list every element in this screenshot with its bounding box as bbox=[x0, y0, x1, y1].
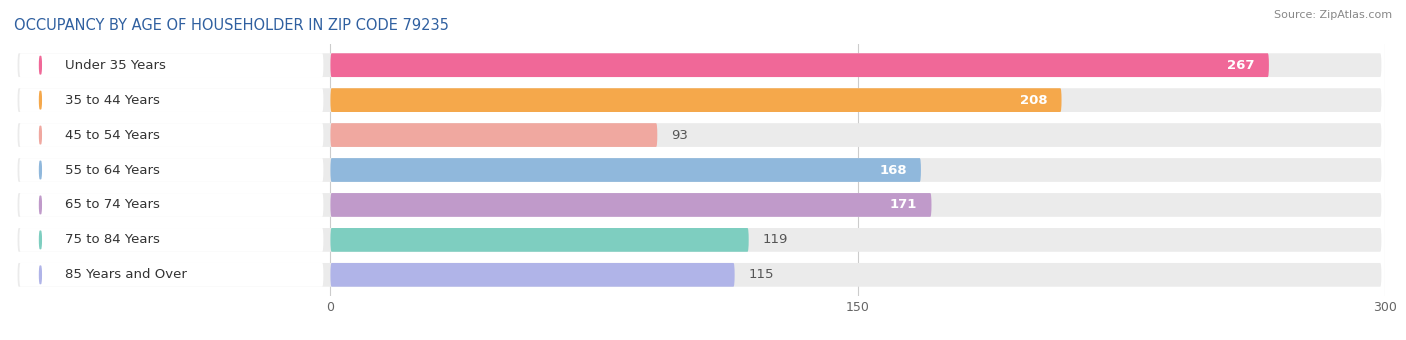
FancyBboxPatch shape bbox=[330, 53, 1270, 77]
Text: 115: 115 bbox=[749, 268, 775, 281]
Circle shape bbox=[39, 231, 41, 249]
Text: Source: ZipAtlas.com: Source: ZipAtlas.com bbox=[1274, 10, 1392, 20]
FancyBboxPatch shape bbox=[20, 228, 323, 252]
Text: 75 to 84 Years: 75 to 84 Years bbox=[65, 233, 160, 246]
FancyBboxPatch shape bbox=[17, 53, 1382, 77]
FancyBboxPatch shape bbox=[330, 193, 932, 217]
Circle shape bbox=[39, 56, 41, 74]
FancyBboxPatch shape bbox=[17, 228, 1382, 252]
FancyBboxPatch shape bbox=[20, 263, 323, 287]
Text: 45 to 54 Years: 45 to 54 Years bbox=[65, 129, 160, 141]
Text: 85 Years and Over: 85 Years and Over bbox=[65, 268, 187, 281]
Circle shape bbox=[39, 91, 41, 109]
FancyBboxPatch shape bbox=[17, 193, 1382, 217]
Text: 35 to 44 Years: 35 to 44 Years bbox=[65, 94, 160, 107]
FancyBboxPatch shape bbox=[20, 88, 323, 112]
FancyBboxPatch shape bbox=[20, 193, 323, 217]
FancyBboxPatch shape bbox=[17, 123, 1382, 147]
Text: 93: 93 bbox=[672, 129, 689, 141]
Circle shape bbox=[39, 266, 41, 284]
Text: 208: 208 bbox=[1019, 94, 1047, 107]
Circle shape bbox=[39, 126, 41, 144]
Text: 168: 168 bbox=[879, 164, 907, 176]
FancyBboxPatch shape bbox=[17, 263, 1382, 287]
FancyBboxPatch shape bbox=[20, 123, 323, 147]
FancyBboxPatch shape bbox=[330, 123, 658, 147]
FancyBboxPatch shape bbox=[17, 88, 1382, 112]
Text: Under 35 Years: Under 35 Years bbox=[65, 59, 166, 72]
FancyBboxPatch shape bbox=[20, 158, 323, 182]
Text: 55 to 64 Years: 55 to 64 Years bbox=[65, 164, 160, 176]
FancyBboxPatch shape bbox=[330, 88, 1062, 112]
FancyBboxPatch shape bbox=[330, 158, 921, 182]
Text: 267: 267 bbox=[1227, 59, 1256, 72]
Text: 65 to 74 Years: 65 to 74 Years bbox=[65, 199, 160, 211]
FancyBboxPatch shape bbox=[330, 263, 735, 287]
Circle shape bbox=[39, 196, 41, 214]
Text: OCCUPANCY BY AGE OF HOUSEHOLDER IN ZIP CODE 79235: OCCUPANCY BY AGE OF HOUSEHOLDER IN ZIP C… bbox=[14, 18, 449, 33]
Text: 119: 119 bbox=[763, 233, 789, 246]
Circle shape bbox=[39, 161, 41, 179]
FancyBboxPatch shape bbox=[330, 228, 749, 252]
FancyBboxPatch shape bbox=[20, 53, 323, 77]
Text: 171: 171 bbox=[890, 199, 918, 211]
FancyBboxPatch shape bbox=[17, 158, 1382, 182]
